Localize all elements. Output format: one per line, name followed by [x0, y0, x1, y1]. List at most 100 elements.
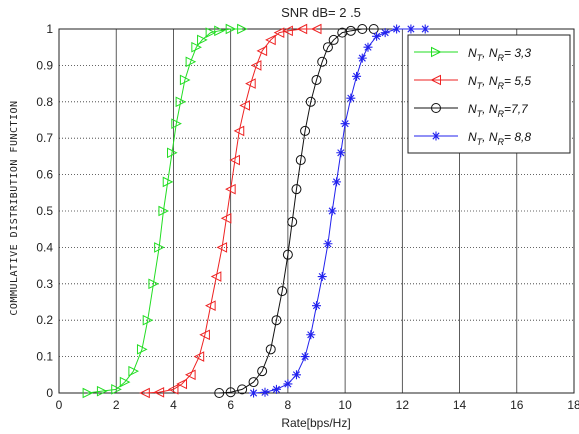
y-tick-label: 0.4	[36, 240, 53, 254]
series-4	[249, 24, 430, 398]
x-tick-label: 8	[285, 398, 292, 412]
data-point	[336, 148, 346, 158]
series-line	[144, 28, 317, 394]
data-point	[260, 387, 270, 397]
data-point	[111, 384, 122, 395]
data-point	[282, 25, 293, 37]
data-point	[225, 183, 236, 195]
data-point	[305, 96, 316, 107]
data-point	[283, 379, 293, 389]
data-point	[128, 365, 140, 377]
data-point	[300, 125, 311, 136]
data-point	[142, 314, 154, 326]
data-point	[282, 249, 293, 260]
data-point	[139, 387, 150, 399]
legend-text-part: R	[498, 53, 505, 63]
data-point	[136, 344, 148, 355]
data-point	[216, 242, 228, 253]
data-point	[229, 154, 240, 166]
y-tick-label: 1	[46, 22, 53, 36]
data-point	[205, 300, 216, 311]
data-point	[312, 301, 321, 311]
data-point	[96, 385, 108, 397]
x-tick-label: 0	[56, 398, 63, 412]
y-tick-label: 0.7	[36, 131, 53, 145]
y-tick-label: 0.2	[36, 313, 53, 327]
legend-text-part: R	[498, 137, 505, 147]
data-point	[430, 74, 441, 86]
data-point	[148, 278, 160, 290]
legend-text-part: N	[468, 130, 477, 144]
data-point	[328, 34, 339, 45]
data-point	[176, 378, 188, 390]
legend-text-part: , N	[482, 102, 498, 116]
data-point	[256, 45, 268, 57]
data-point	[306, 330, 316, 340]
data-point	[317, 56, 328, 67]
x-tick-label: 6	[227, 398, 234, 412]
data-point	[82, 387, 94, 399]
data-point	[250, 60, 262, 71]
y-tick-label: 0.5	[36, 204, 53, 218]
data-point	[357, 24, 368, 34]
series-3	[214, 24, 379, 398]
series-1	[82, 23, 248, 399]
x-tick-label: 10	[338, 398, 352, 412]
data-point	[363, 42, 373, 52]
x-tick-label: 16	[510, 398, 524, 412]
legend-text-part: R	[498, 109, 505, 119]
data-point	[311, 74, 322, 85]
data-point	[310, 23, 322, 35]
series-2	[139, 23, 322, 399]
data-point	[154, 242, 165, 253]
data-point	[277, 286, 288, 297]
legend-text-part: R	[498, 81, 505, 91]
series-line	[253, 28, 426, 394]
legend-entry-label: NT, NR=7,7	[468, 102, 529, 119]
data-point	[345, 25, 356, 36]
data-point	[352, 71, 362, 81]
data-point	[167, 384, 179, 395]
data-point	[323, 239, 333, 249]
y-tick-label: 0.9	[36, 58, 53, 72]
y-tick-label: 0	[46, 386, 53, 400]
data-point	[322, 42, 333, 53]
data-point	[327, 206, 337, 216]
data-point	[431, 131, 441, 141]
data-point	[225, 23, 237, 35]
data-point	[431, 103, 441, 113]
y-tick-label: 0.1	[36, 350, 53, 364]
x-axis-label: Rate[bps/Hz]	[281, 416, 350, 430]
data-point	[220, 212, 232, 224]
legend-text-part: , N	[482, 74, 498, 88]
legend-text-part: N	[468, 46, 477, 60]
data-point	[332, 177, 342, 187]
data-point	[191, 41, 202, 53]
legend-text-part: N	[468, 102, 477, 116]
legend-text-part: N	[468, 74, 477, 88]
data-point	[287, 216, 298, 227]
x-tick-label: 12	[396, 398, 410, 412]
data-point	[158, 205, 170, 217]
data-point	[119, 376, 131, 388]
data-point	[291, 370, 301, 380]
data-point	[175, 96, 187, 108]
legend-text-part: T	[477, 137, 484, 147]
legend-text-part: = 8,8	[504, 130, 531, 144]
data-point	[357, 53, 367, 63]
data-point	[197, 34, 208, 46]
data-point	[167, 147, 178, 159]
legend-text-part: T	[477, 53, 484, 63]
x-tick-label: 2	[113, 398, 120, 412]
legend-entry-label: NT, NR= 3,3	[468, 46, 531, 63]
data-point	[199, 329, 210, 341]
data-point	[179, 74, 191, 86]
y-tick-label: 0.3	[36, 277, 53, 291]
data-point	[249, 388, 259, 398]
data-point	[162, 176, 174, 188]
axes: 0 2 4 6 8 10 12 14 16 18 0 0.1 0.2 0.3 0.4 0.5 0.6 0.7 0.8…	[36, 22, 579, 412]
chart-title: SNR dB= 2 .5	[281, 5, 361, 20]
data-point	[214, 25, 225, 37]
data-point	[171, 118, 182, 129]
